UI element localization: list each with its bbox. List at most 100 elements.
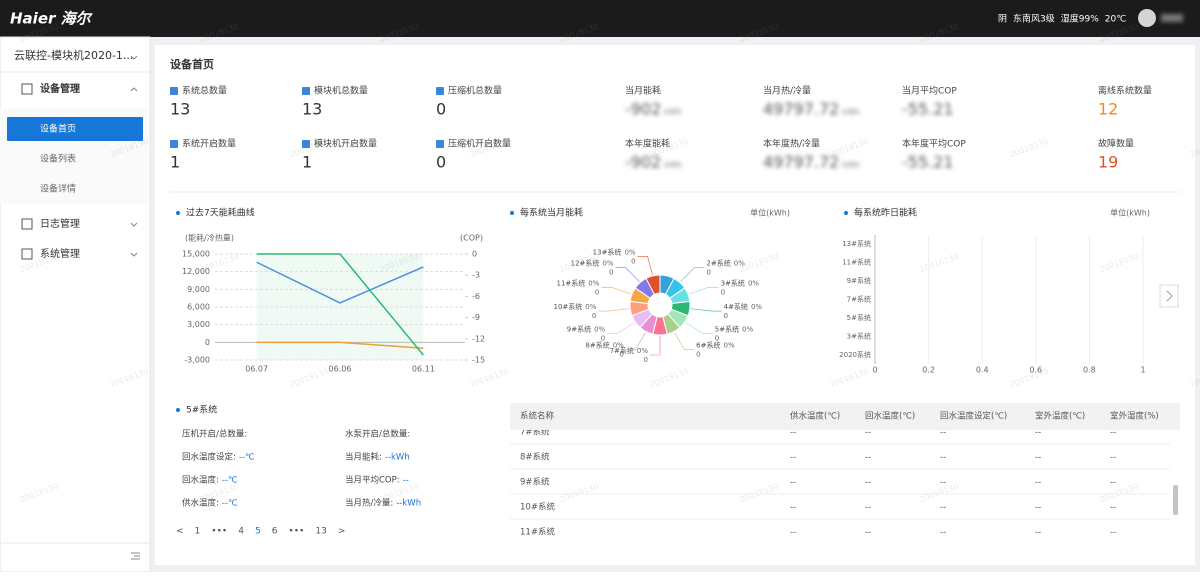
avatar[interactable] (1138, 9, 1156, 27)
table-cell: -- (1035, 528, 1041, 538)
title-dot (510, 211, 514, 215)
y-tick-label: 5#系统 (847, 313, 871, 322)
page-button[interactable]: ••• (288, 527, 304, 537)
submenu-item[interactable]: 设备详情 (40, 183, 76, 195)
y2-tick-label: -6 (472, 292, 480, 301)
page-button[interactable]: > (338, 527, 346, 537)
slice-value: 0 (619, 350, 623, 358)
table-cell: -- (790, 478, 796, 488)
table-header: 室外温度(℃) (1035, 411, 1085, 422)
y2-axis-label: (COP) (460, 234, 483, 243)
energy-label: 本年度能耗 (625, 138, 670, 150)
y-tick-label: 15,000 (182, 250, 210, 259)
x-tick-label: 0.8 (1083, 366, 1096, 375)
menu-icon (21, 218, 33, 230)
active-menu-bg[interactable] (7, 117, 143, 141)
page-button[interactable]: 1 (195, 527, 201, 537)
table-cell: -- (1110, 528, 1116, 538)
submenu-item[interactable]: 设备首页 (40, 123, 76, 135)
leader-line (680, 267, 705, 283)
slice-percent: 0% (734, 260, 745, 268)
detail-value: --kWh (385, 453, 410, 463)
table-cell: -- (1035, 478, 1041, 488)
slice-percent: 0% (613, 341, 624, 349)
watermark: 20018130 (1188, 137, 1200, 159)
energy-value: -55.21 (902, 153, 954, 172)
detail-value: --℃ (239, 453, 255, 463)
x-tick-label: 06.11 (412, 365, 435, 374)
slice-label: 6#系统 (696, 340, 720, 349)
table-cell: 8#系统 (520, 452, 550, 463)
y2-tick-label: -12 (472, 334, 485, 343)
page-button[interactable]: ••• (211, 527, 227, 537)
slice-label: 3#系统 (721, 278, 745, 287)
page-button[interactable]: 6 (272, 527, 278, 537)
slice-percent: 0% (624, 248, 635, 256)
slice-value: 0 (601, 334, 605, 342)
detail-label: 当月平均COP: (345, 475, 400, 486)
table-cell: -- (940, 528, 946, 538)
energy-unit: kWh (664, 108, 682, 117)
page-button[interactable]: 13 (315, 527, 326, 537)
table-cell: -- (865, 528, 871, 538)
slice-value: 0 (706, 269, 710, 277)
leader-line (688, 286, 719, 295)
page-button[interactable]: 4 (238, 527, 244, 537)
x-tick-label: 0.6 (1029, 366, 1042, 375)
leader-line (598, 308, 630, 312)
page-button[interactable]: < (176, 527, 184, 537)
detail-value: -- (403, 476, 409, 486)
y-tick-label: -3,000 (184, 356, 210, 365)
alert-label: 故障数量 (1098, 138, 1134, 150)
stat-value: 1 (170, 153, 180, 172)
detail-value: --kWh (396, 499, 421, 509)
collapse-icon[interactable] (131, 552, 140, 560)
y-tick-label: 13#系统 (842, 239, 871, 248)
y-tick-label: 3,000 (187, 320, 210, 329)
expand-icon (130, 87, 138, 92)
table-cell: -- (940, 453, 946, 463)
slice-label: 13#系统 (593, 247, 622, 256)
menu-icon (21, 248, 33, 260)
energy-label: 当月平均COP (902, 85, 957, 97)
table-cell: -- (940, 503, 946, 513)
slice-value: 0 (715, 334, 719, 342)
table-header: 供水温度(℃) (790, 411, 840, 422)
stat-icon (170, 87, 178, 95)
stat-label: 模块机总数量 (314, 85, 368, 97)
x-tick-label: 06.07 (245, 365, 268, 374)
stat-icon (436, 140, 444, 148)
stat-label: 系统总数量 (182, 85, 227, 97)
table-cell: -- (1110, 503, 1116, 513)
page-button[interactable]: 5 (255, 527, 261, 537)
menu-item[interactable]: 日志管理 (40, 217, 80, 230)
table-cell: -- (865, 478, 871, 488)
y-tick-label: 3#系统 (847, 331, 871, 340)
title-dot (844, 211, 848, 215)
dropdown-icon (130, 55, 138, 60)
stat-label: 系统开启数量 (182, 138, 236, 150)
chart-title: 过去7天能耗曲线 (186, 207, 255, 219)
slice-label: 12#系统 (571, 259, 600, 268)
page-title: 设备首页 (170, 57, 214, 71)
table-cell: 7#系统 (520, 427, 550, 438)
slice-value: 0 (724, 312, 728, 320)
project-select[interactable]: 云联控-模块机2020-1... (14, 48, 133, 62)
next-button[interactable] (1159, 284, 1179, 308)
slice-label: 4#系统 (724, 302, 748, 311)
chart-title: 每系统昨日能耗 (854, 207, 917, 219)
menu-item[interactable]: 系统管理 (40, 247, 80, 260)
detail-label: 回水温度: (182, 475, 219, 486)
table-header: 室外湿度(%) (1110, 411, 1159, 422)
energy-unit: kWh (842, 161, 860, 170)
line-series (256, 261, 424, 304)
leader-line (607, 322, 635, 334)
stat-value: 13 (302, 100, 322, 119)
submenu-item[interactable]: 设备列表 (40, 153, 76, 165)
menu-item[interactable]: 设备管理 (40, 82, 80, 95)
table-cell: -- (790, 528, 796, 538)
stat-icon (170, 140, 178, 148)
stat-label: 模块机开启数量 (314, 138, 377, 150)
y-tick-label: 12,000 (182, 267, 210, 276)
